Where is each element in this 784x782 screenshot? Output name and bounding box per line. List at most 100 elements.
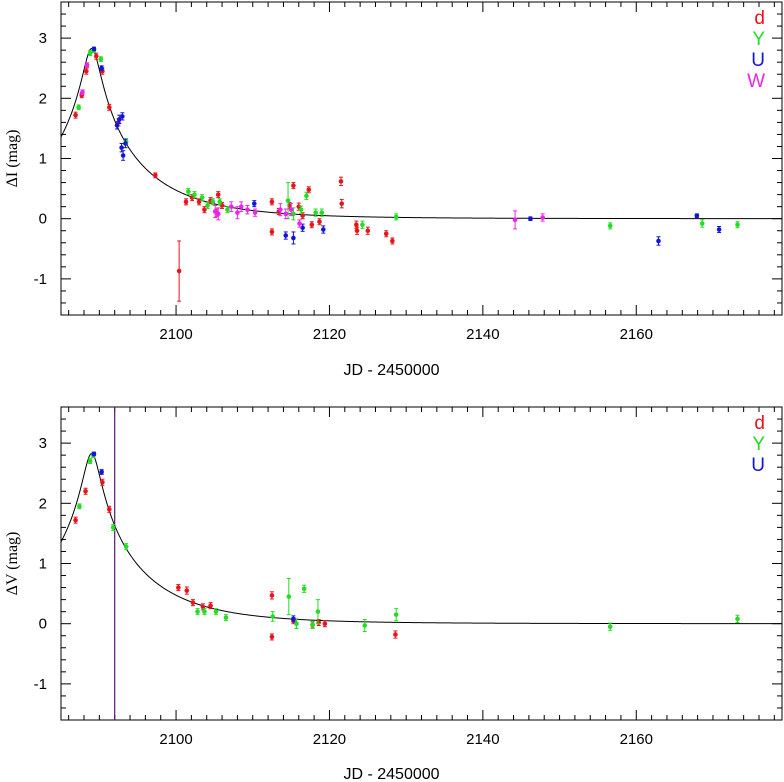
data-point: [252, 208, 258, 217]
point-marker: [735, 616, 740, 622]
point-marker: [300, 213, 305, 218]
data-point: [360, 220, 365, 229]
point-marker: [319, 210, 325, 215]
point-marker: [195, 609, 200, 614]
point-marker: [186, 189, 191, 194]
data-point: [735, 614, 740, 623]
data-point: [716, 226, 722, 234]
point-marker: [73, 517, 78, 523]
point-marker: [354, 228, 360, 234]
point-marker: [291, 616, 296, 622]
point-marker: [76, 105, 81, 110]
point-marker: [208, 603, 213, 608]
point-marker: [269, 593, 275, 598]
data-point: [300, 223, 305, 232]
data-point: [390, 237, 395, 245]
point-marker: [190, 600, 196, 605]
y-tick-label: -1: [34, 676, 47, 693]
panel-bottom: 2100 2120 2140 2160 3 2 1 0 -1 JD - 2450000 ΔV (ma…: [4, 406, 783, 782]
point-marker: [176, 268, 182, 274]
data-point: [116, 114, 122, 125]
point-marker: [100, 479, 105, 485]
point-marker: [119, 145, 124, 150]
point-marker: [362, 623, 368, 628]
plot-area: [61, 46, 782, 302]
point-marker: [202, 609, 207, 614]
point-marker: [313, 210, 318, 215]
data-point: [338, 176, 344, 187]
point-marker: [225, 207, 230, 212]
model-curve: [61, 47, 782, 220]
data-point: [199, 194, 205, 202]
point-marker: [238, 204, 244, 209]
panel-top: 2100 2120 2140 2160 3 2 1 0 -1 JD - 2450000 ΔI (ma…: [4, 1, 783, 379]
point-marker: [699, 221, 705, 226]
data-point: [656, 236, 661, 246]
data-point: [309, 221, 315, 229]
data-point: [269, 198, 275, 206]
point-marker: [219, 203, 225, 208]
data-point: [77, 503, 82, 510]
legend-entry-Y: Y: [752, 434, 765, 455]
data-point: [186, 188, 191, 196]
data-point: [322, 620, 328, 628]
point-marker: [205, 203, 210, 208]
point-marker: [315, 609, 321, 614]
data-point: [393, 630, 398, 639]
point-marker: [390, 238, 395, 244]
point-marker: [283, 233, 289, 238]
data-point: [184, 586, 190, 595]
point-marker: [694, 213, 700, 218]
data-point: [286, 578, 292, 616]
point-marker: [393, 632, 398, 637]
data-point: [607, 622, 613, 631]
point-marker: [91, 46, 97, 52]
y-tick-label: 1: [39, 556, 47, 573]
data-point: [215, 191, 221, 199]
point-marker: [286, 594, 292, 599]
data-point: [285, 182, 291, 220]
x-tick-label: 2120: [313, 731, 346, 748]
data-point: [291, 182, 296, 190]
point-marker: [321, 227, 326, 232]
data-point: [315, 599, 321, 625]
point-marker: [123, 544, 129, 549]
y-tick-label: 2: [39, 495, 47, 512]
data-point: [217, 198, 223, 206]
series-W: [80, 62, 545, 230]
point-marker: [215, 192, 221, 197]
data-point: [269, 228, 275, 236]
series-Y: [77, 452, 740, 633]
point-marker: [269, 634, 275, 640]
point-marker: [294, 621, 299, 626]
data-point: [393, 608, 399, 622]
data-point: [393, 213, 399, 221]
point-marker: [283, 211, 289, 217]
data-point: [195, 608, 200, 616]
point-marker: [153, 173, 158, 178]
data-point: [215, 207, 221, 221]
x-tick-label: 2120: [313, 326, 346, 343]
point-marker: [91, 451, 97, 457]
y-axis-title: ΔI (mag): [4, 130, 21, 188]
point-marker: [107, 105, 112, 110]
data-point: [205, 201, 210, 209]
data-point: [269, 591, 275, 600]
y-tick-label: 1: [39, 151, 47, 168]
data-point: [153, 172, 158, 179]
data-point: [110, 523, 116, 531]
series-d: [73, 478, 398, 641]
data-point: [235, 206, 240, 220]
data-point: [213, 608, 219, 616]
data-point: [251, 200, 257, 208]
data-point: [301, 584, 307, 593]
series-d: [73, 52, 395, 302]
point-marker: [192, 192, 197, 197]
data-point: [83, 487, 88, 495]
data-point: [223, 614, 229, 622]
data-point: [291, 615, 296, 623]
point-marker: [310, 622, 315, 628]
point-marker: [235, 210, 240, 215]
data-point: [123, 543, 129, 551]
point-marker: [120, 153, 126, 158]
